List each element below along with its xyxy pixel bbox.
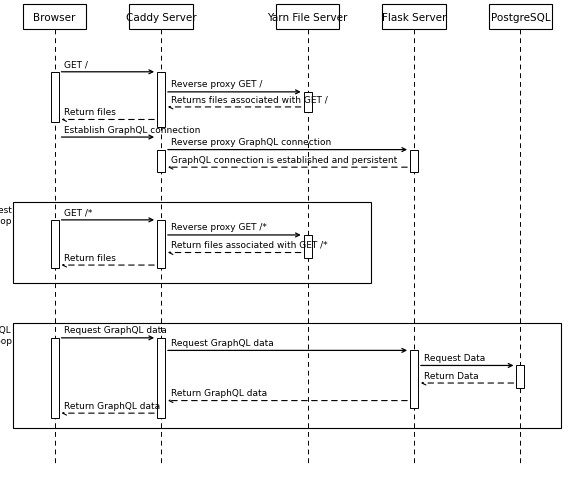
Bar bbox=[13, 203, 371, 283]
Text: Reverse proxy GET /*: Reverse proxy GET /* bbox=[171, 223, 267, 232]
Text: Return files associated with GET /*: Return files associated with GET /* bbox=[171, 240, 327, 249]
Text: Return GraphQL data: Return GraphQL data bbox=[64, 401, 160, 410]
Bar bbox=[13, 323, 561, 428]
Bar bbox=[410, 351, 418, 408]
Bar bbox=[410, 150, 418, 173]
Bar bbox=[157, 220, 165, 268]
Bar bbox=[304, 235, 312, 258]
Text: Request
Files Loop: Request Files Loop bbox=[0, 205, 12, 225]
Bar bbox=[157, 150, 165, 173]
Text: Return Data: Return Data bbox=[424, 371, 478, 380]
Bar bbox=[304, 93, 312, 113]
Bar bbox=[51, 220, 59, 268]
Text: Reverse proxy GET /: Reverse proxy GET / bbox=[171, 80, 262, 89]
Bar bbox=[276, 5, 339, 30]
Text: Return files: Return files bbox=[64, 108, 116, 117]
Bar bbox=[129, 5, 193, 30]
Bar bbox=[382, 5, 446, 30]
Bar bbox=[51, 338, 59, 418]
Text: GET /*: GET /* bbox=[64, 208, 93, 217]
Bar bbox=[23, 5, 86, 30]
Text: Return files: Return files bbox=[64, 253, 116, 262]
Text: Browser: Browser bbox=[33, 13, 76, 23]
Text: Request Data: Request Data bbox=[424, 353, 485, 362]
Text: Caddy Server: Caddy Server bbox=[126, 13, 196, 23]
Text: PostgreSQL: PostgreSQL bbox=[490, 13, 550, 23]
Text: Yarn File Server: Yarn File Server bbox=[267, 13, 348, 23]
Text: Request GraphQL data: Request GraphQL data bbox=[171, 338, 274, 347]
Text: Flask Server: Flask Server bbox=[382, 13, 446, 23]
Text: Establish GraphQL connection: Establish GraphQL connection bbox=[64, 125, 201, 134]
Text: GET /: GET / bbox=[64, 60, 89, 69]
Text: Request GraphQL data: Request GraphQL data bbox=[64, 326, 167, 335]
Bar bbox=[516, 366, 524, 388]
Text: GraphQL connection is established and persistent: GraphQL connection is established and pe… bbox=[171, 155, 397, 164]
Bar bbox=[157, 338, 165, 418]
Bar bbox=[51, 73, 59, 123]
Text: Return GraphQL data: Return GraphQL data bbox=[171, 388, 267, 397]
Text: GraphQL
Data Loop: GraphQL Data Loop bbox=[0, 326, 12, 346]
Text: Returns files associated with GET /: Returns files associated with GET / bbox=[171, 95, 328, 104]
Text: Reverse proxy GraphQL connection: Reverse proxy GraphQL connection bbox=[171, 138, 331, 147]
Bar bbox=[157, 73, 165, 128]
Bar bbox=[489, 5, 552, 30]
